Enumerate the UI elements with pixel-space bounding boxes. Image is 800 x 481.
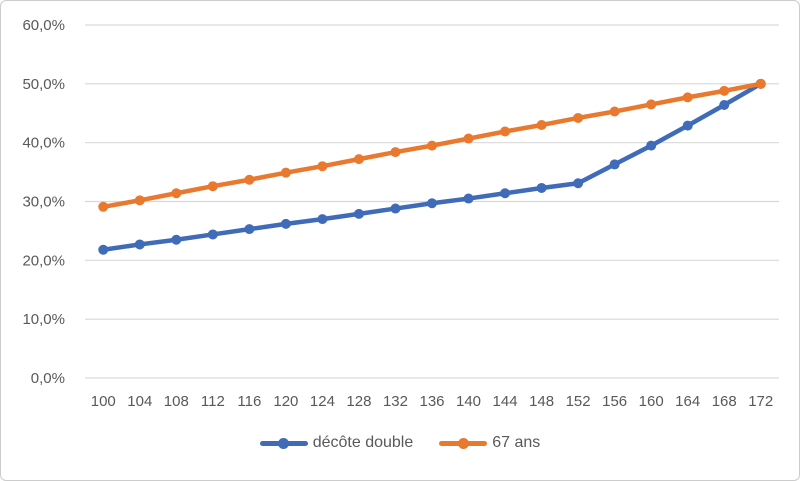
- data-point-decote-double: [244, 224, 255, 235]
- y-axis-tick-label: 30,0%: [22, 194, 65, 211]
- line-chart-plot: 0,0% 10,0% 20,0% 30,0% 40,0% 50,0% 60,0% 100 104…: [22, 17, 779, 410]
- x-axis-tick-label: 124: [310, 393, 335, 410]
- y-axis-tick-label: 20,0%: [22, 252, 65, 269]
- data-point-67-ans: [573, 112, 584, 123]
- series-line-decote-double: [101, 81, 763, 252]
- data-point-decote-double: [646, 140, 657, 151]
- x-axis-tick-label: 112: [201, 393, 225, 410]
- data-point-67-ans: [536, 120, 547, 131]
- data-point-67-ans: [353, 154, 364, 165]
- legend-label: 67 ans: [492, 434, 541, 451]
- data-point-67-ans: [427, 140, 437, 151]
- x-axis-tick-label: 132: [383, 393, 408, 410]
- data-point-67-ans: [280, 167, 291, 178]
- data-point-decote-double: [500, 188, 511, 199]
- x-axis-tick-label: 148: [529, 393, 554, 410]
- data-point-decote-double: [573, 178, 584, 189]
- data-point-decote-double: [463, 193, 474, 204]
- data-point-decote-double: [171, 234, 182, 245]
- x-axis-tick-label: 164: [675, 393, 700, 410]
- data-point-decote-double: [427, 198, 437, 209]
- data-point-67-ans: [317, 161, 328, 172]
- data-point-decote-double: [280, 218, 291, 229]
- data-point-decote-double: [353, 208, 364, 219]
- data-point-67-ans: [98, 201, 109, 212]
- legend-entry: décôte double: [259, 434, 414, 452]
- x-axis-tick-label: 128: [346, 393, 371, 410]
- x-axis-tick-label: 172: [748, 393, 773, 410]
- x-axis-tick-label: 140: [456, 393, 481, 410]
- y-axis-tick-label: 0,0%: [31, 370, 65, 387]
- x-axis-tick-label: 116: [237, 393, 261, 410]
- x-axis-tick-label: 160: [639, 393, 664, 410]
- data-point-67-ans: [244, 174, 255, 185]
- y-axis-tick-label: 10,0%: [22, 311, 65, 328]
- data-point-67-ans: [463, 133, 474, 144]
- y-axis-tick-label: 60,0%: [22, 17, 65, 34]
- data-point-decote-double: [134, 239, 145, 250]
- data-point-decote-double: [207, 229, 218, 240]
- legend-marker-icon: [259, 434, 308, 452]
- data-point-67-ans: [682, 92, 693, 103]
- x-axis-tick-label: 144: [493, 393, 518, 410]
- data-point-decote-double: [536, 182, 547, 193]
- data-point-67-ans: [390, 147, 401, 158]
- legend-marker-icon: [439, 434, 488, 452]
- x-axis-tick-label: 120: [273, 393, 298, 410]
- x-axis-tick-label: 168: [712, 393, 737, 410]
- data-point-67-ans: [609, 106, 620, 117]
- data-point-67-ans: [719, 85, 730, 96]
- x-axis-tick-label: 152: [566, 393, 591, 410]
- data-point-67-ans: [134, 195, 145, 206]
- data-point-67-ans: [171, 188, 182, 199]
- data-point-decote-double: [609, 159, 620, 170]
- x-axis-tick-label: 136: [419, 393, 444, 410]
- data-point-decote-double: [317, 214, 328, 225]
- data-point-decote-double: [682, 120, 693, 131]
- y-axis-tick-label: 40,0%: [22, 135, 65, 152]
- x-axis-tick-label: 156: [602, 393, 627, 410]
- y-axis-tick-label: 50,0%: [22, 76, 65, 93]
- data-point-67-ans: [646, 99, 657, 110]
- x-axis-tick-label: 104: [127, 393, 152, 410]
- data-point-decote-double: [719, 100, 730, 111]
- data-point-67-ans: [755, 78, 766, 89]
- data-point-67-ans: [207, 181, 218, 192]
- x-axis-tick-label: 100: [91, 393, 116, 410]
- data-point-67-ans: [500, 126, 511, 137]
- data-point-decote-double: [98, 244, 109, 255]
- data-point-decote-double: [390, 203, 401, 214]
- legend-label: décôte double: [312, 434, 414, 451]
- chart-legend: décôte double 67 ans: [1, 434, 799, 452]
- legend-entry: 67 ans: [439, 434, 540, 452]
- x-axis-tick-label: 108: [164, 393, 189, 410]
